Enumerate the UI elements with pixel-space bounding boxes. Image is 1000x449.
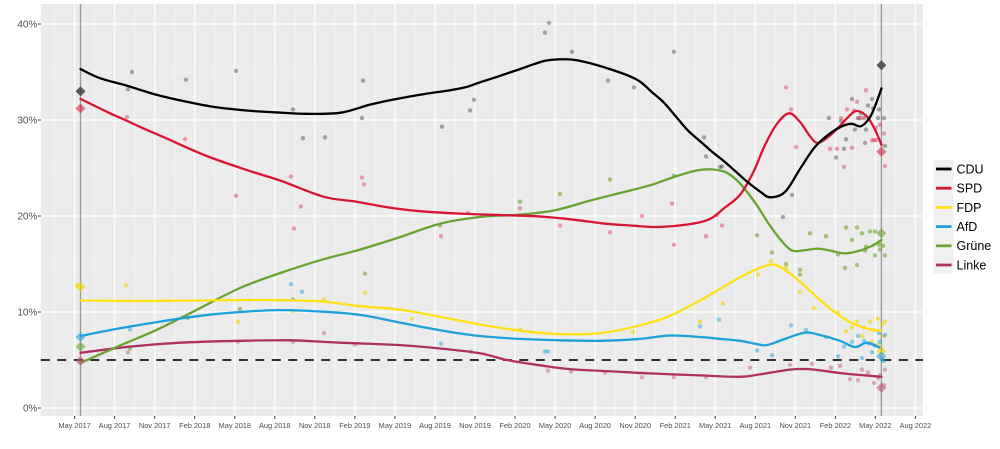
svg-text:May 2017: May 2017 [58,421,90,430]
svg-text:May 2021: May 2021 [699,421,731,430]
svg-text:AfD: AfD [957,220,978,234]
svg-text:May 2018: May 2018 [219,421,251,430]
svg-text:SPD: SPD [957,182,983,196]
svg-text:Feb 2021: Feb 2021 [660,421,691,430]
svg-text:Feb 2018: Feb 2018 [179,421,210,430]
svg-text:40%: 40% [17,20,37,31]
svg-text:20%: 20% [17,212,37,223]
svg-text:Nov 2018: Nov 2018 [299,421,331,430]
svg-text:Aug 2022: Aug 2022 [900,421,932,430]
svg-text:Nov 2021: Nov 2021 [779,421,811,430]
svg-text:0%: 0% [23,404,38,415]
svg-text:Grüne: Grüne [957,239,992,253]
svg-text:Feb 2019: Feb 2019 [339,421,370,430]
svg-text:Aug 2021: Aug 2021 [739,421,771,430]
svg-text:Aug 2020: Aug 2020 [579,421,611,430]
svg-text:Nov 2017: Nov 2017 [139,421,171,430]
svg-text:10%: 10% [17,308,37,319]
svg-text:Nov 2019: Nov 2019 [459,421,491,430]
svg-text:Feb 2020: Feb 2020 [499,421,530,430]
svg-text:Aug 2018: Aug 2018 [259,421,291,430]
svg-text:May 2022: May 2022 [859,421,891,430]
svg-text:May 2019: May 2019 [379,421,411,430]
svg-text:CDU: CDU [957,162,984,176]
svg-text:FDP: FDP [957,201,982,215]
svg-text:Aug 2019: Aug 2019 [419,421,451,430]
svg-text:Feb 2022: Feb 2022 [820,421,851,430]
svg-text:May 2020: May 2020 [539,421,571,430]
svg-text:30%: 30% [17,116,37,127]
svg-text:Nov 2020: Nov 2020 [619,421,651,430]
svg-text:Aug 2017: Aug 2017 [99,421,131,430]
svg-text:Linke: Linke [957,258,987,272]
